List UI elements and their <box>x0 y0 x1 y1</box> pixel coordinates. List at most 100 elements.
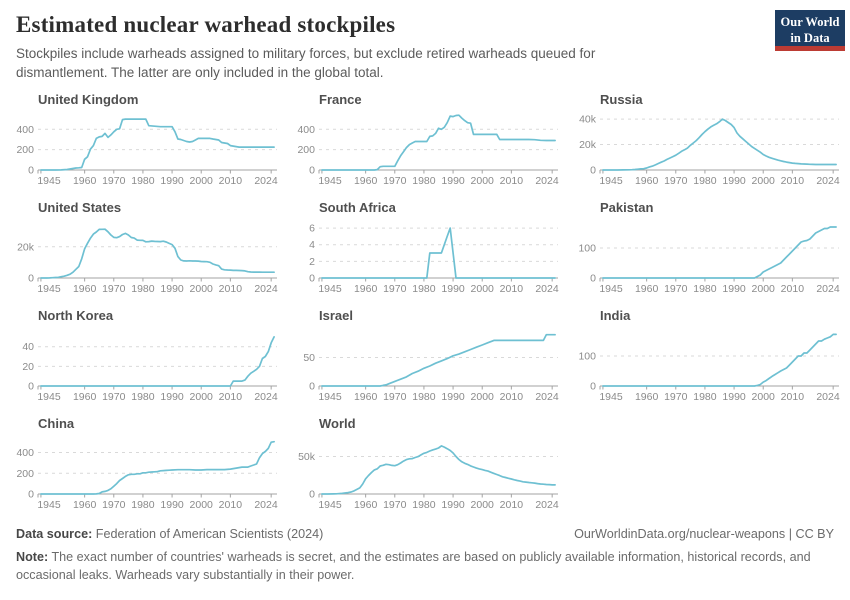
chart-china: 0 200 400 1945 1960 1970 1980 1990 2000 2010 2024 <box>16 441 278 511</box>
chart-united-kingdom: 0 200 400 1945 1960 1970 1980 1990 2000 2010 2024 <box>16 118 278 187</box>
series-line <box>321 445 556 496</box>
chart-north-korea: 0 20 40 1945 1960 1970 1980 1990 2000 2010 2024 <box>22 336 278 403</box>
owid-logo-line1: Our World <box>780 15 840 29</box>
y-tick-label: 0 <box>28 273 34 285</box>
x-tick-label: 2000 <box>752 175 776 187</box>
x-tick-label: 1980 <box>131 391 155 403</box>
chart-russia: 0 20k 40k 1945 1960 1970 1980 1990 2000 2010 2024 <box>579 114 840 187</box>
y-tick-label: 40 <box>22 341 34 353</box>
x-tick-label: 2000 <box>190 499 214 511</box>
x-tick-label: 1980 <box>693 175 717 187</box>
x-tick-label: 1970 <box>664 283 688 295</box>
x-tick-label: 1960 <box>73 391 97 403</box>
x-tick-label: 1990 <box>441 391 465 403</box>
x-tick-label: 2024 <box>254 283 278 295</box>
chart-united-states: 0 20k 1945 1960 1970 1980 1990 2000 2010 2024 <box>17 228 278 295</box>
x-tick-label: 1990 <box>160 283 184 295</box>
footer-note: Note: The exact number of countries' war… <box>16 548 834 585</box>
x-tick-label: 1990 <box>722 175 746 187</box>
y-tick-label: 0 <box>309 489 315 501</box>
x-tick-label: 1970 <box>383 499 407 511</box>
x-tick-label: 1970 <box>383 391 407 403</box>
x-tick-label: 2010 <box>500 175 524 187</box>
y-tick-label: 400 <box>16 447 34 459</box>
y-tick-label: 100 <box>578 351 596 363</box>
y-tick-label: 2 <box>309 256 315 268</box>
series-line <box>321 114 556 172</box>
facet-world: World 0 50k 1945 1960 1970 1980 1990 2000 2010 202… <box>295 416 560 513</box>
x-tick-label: 1980 <box>412 499 436 511</box>
x-tick-label: 1945 <box>318 391 342 403</box>
y-tick-label: 400 <box>16 124 34 136</box>
x-tick-label: 1945 <box>599 175 623 187</box>
x-tick-label: 1960 <box>354 283 378 295</box>
owid-link[interactable]: OurWorldinData.org/nuclear-weapons | CC … <box>574 527 834 542</box>
y-tick-label: 0 <box>309 165 315 177</box>
series-line <box>40 441 275 496</box>
x-tick-label: 1945 <box>37 283 61 295</box>
chart-world: 0 50k 1945 1960 1970 1980 1990 2000 2010 2024 <box>298 445 559 511</box>
series-line <box>321 227 556 280</box>
x-tick-label: 1970 <box>102 283 126 295</box>
x-tick-label: 1990 <box>160 391 184 403</box>
x-tick-label: 1960 <box>354 499 378 511</box>
x-tick-label: 2010 <box>500 499 524 511</box>
y-tick-label: 0 <box>28 381 34 393</box>
owid-logo-line2: in Data <box>790 30 830 45</box>
y-tick-label: 0 <box>590 165 596 177</box>
y-tick-label: 200 <box>16 468 34 480</box>
series-line <box>40 228 275 280</box>
x-tick-label: 1945 <box>37 391 61 403</box>
x-tick-label: 1945 <box>599 391 623 403</box>
x-tick-label: 1990 <box>160 499 184 511</box>
x-tick-label: 1960 <box>635 283 659 295</box>
note-text: The exact number of countries' warheads … <box>16 549 811 582</box>
y-tick-label: 0 <box>28 165 34 177</box>
facet-title: United Kingdom <box>38 92 139 108</box>
x-tick-label: 2010 <box>781 175 805 187</box>
note-label: Note: <box>16 549 49 564</box>
x-tick-label: 1960 <box>354 175 378 187</box>
facet-title: North Korea <box>38 308 114 324</box>
x-tick-label: 1970 <box>664 175 688 187</box>
facet-united-kingdom: United Kingdom 0 200 400 1945 1960 1970 1980 199… <box>14 92 279 189</box>
x-tick-label: 1980 <box>693 391 717 403</box>
charts-grid: United Kingdom 0 200 400 1945 1960 1970 1980 199… <box>0 82 850 513</box>
x-tick-label: 1945 <box>318 499 342 511</box>
y-tick-label: 20k <box>579 139 597 151</box>
x-tick-label: 1960 <box>354 391 378 403</box>
x-tick-label: 2010 <box>219 283 243 295</box>
x-tick-label: 2010 <box>219 175 243 187</box>
x-tick-label: 1945 <box>37 499 61 511</box>
chart-header: Estimated nuclear warhead stockpiles Sto… <box>0 0 850 82</box>
facet-south-africa: South Africa 0 2 4 6 1945 1960 1970 1980 1990 2000… <box>295 200 560 297</box>
x-tick-label: 1990 <box>722 283 746 295</box>
series-line <box>602 333 837 388</box>
chart-subtitle: Stockpiles include warheads assigned to … <box>16 46 596 80</box>
chart-israel: 0 50 1945 1960 1970 1980 1990 2000 2010 2024 <box>303 334 559 403</box>
x-tick-label: 2000 <box>190 283 214 295</box>
x-tick-label: 2000 <box>471 283 495 295</box>
x-tick-label: 1970 <box>102 175 126 187</box>
y-tick-label: 4 <box>309 239 315 251</box>
x-tick-label: 2000 <box>471 391 495 403</box>
x-tick-label: 1960 <box>73 283 97 295</box>
facet-title: France <box>319 92 362 108</box>
x-tick-label: 2024 <box>535 175 559 187</box>
x-tick-label: 2010 <box>500 391 524 403</box>
x-tick-label: 2010 <box>781 391 805 403</box>
x-tick-label: 2024 <box>816 283 840 295</box>
x-tick-label: 1980 <box>131 175 155 187</box>
x-tick-label: 1980 <box>412 391 436 403</box>
y-tick-label: 0 <box>28 489 34 501</box>
facet-israel: Israel 0 50 1945 1960 1970 1980 1990 2000 2010 202… <box>295 308 560 405</box>
facet-russia: Russia 0 20k 40k 1945 1960 1970 1980 1990 2000 201… <box>576 92 841 189</box>
x-tick-label: 1960 <box>635 175 659 187</box>
facet-title: China <box>38 416 75 432</box>
owid-logo: Our World in Data <box>775 10 845 51</box>
x-tick-label: 2000 <box>471 499 495 511</box>
y-tick-label: 40k <box>579 114 597 126</box>
facet-france: France 0 200 400 1945 1960 1970 1980 1990 2000 201… <box>295 92 560 189</box>
x-tick-label: 2000 <box>752 391 776 403</box>
x-tick-label: 2024 <box>816 391 840 403</box>
